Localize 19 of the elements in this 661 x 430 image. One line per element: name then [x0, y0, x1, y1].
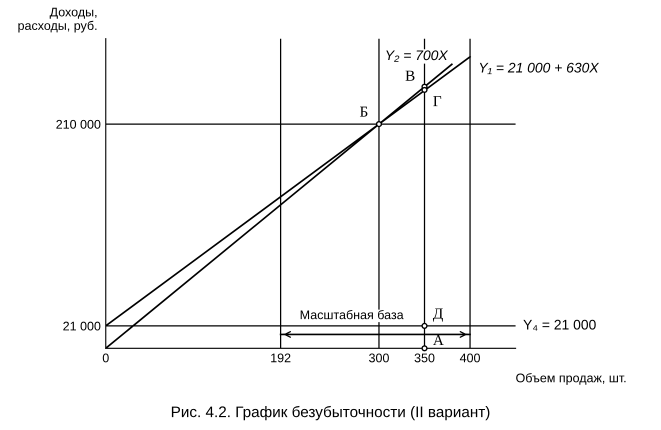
y-tick-label: 210 000: [56, 120, 100, 129]
x-tick-label: 400: [460, 353, 480, 362]
annotation: Д: [432, 308, 443, 322]
annotation: Г: [433, 96, 442, 106]
annotation: В: [406, 70, 415, 81]
x-tick-label: 300: [369, 353, 389, 362]
annotation: Масштабная база: [300, 310, 404, 320]
x-tick-label: 192: [271, 353, 290, 362]
x-axis-title: Объем продаж, шт.: [516, 373, 626, 385]
series-label: Y₁ = 21 000 + 630X: [480, 62, 600, 74]
series-label: Y₂ = 700X: [386, 50, 448, 62]
y-tick-label: 21 000: [63, 322, 100, 331]
ref-line-label: Y₄ = 21 000: [523, 320, 596, 331]
text: Рис. 4.2. График безубыточности (II вариант): [172, 406, 490, 420]
x-tick-label: 350: [414, 353, 434, 362]
x-tick-label: 0: [102, 353, 109, 362]
annotation: Б: [360, 106, 368, 117]
annotation: А: [432, 334, 444, 346]
y-axis-title: Доходы, расходы, руб.: [18, 8, 96, 33]
